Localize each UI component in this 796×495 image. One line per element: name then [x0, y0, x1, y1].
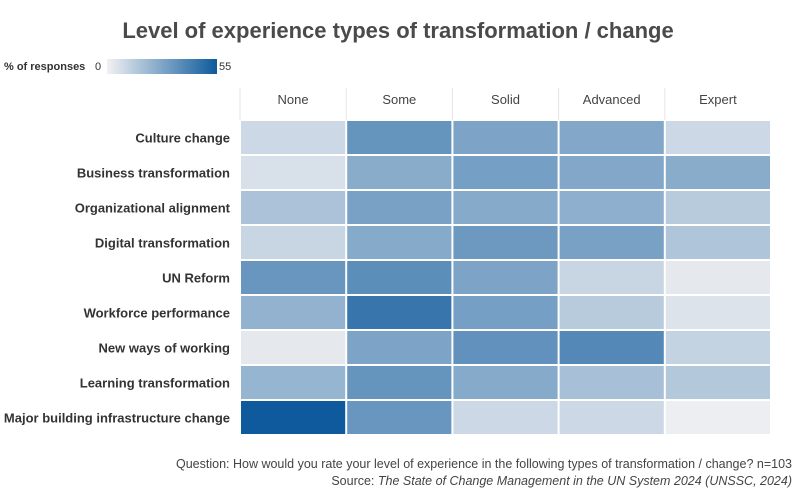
heatmap-cell — [559, 191, 664, 224]
heatmap-cell — [347, 331, 452, 364]
heatmap-cell — [453, 296, 558, 329]
heatmap-cell — [453, 226, 558, 259]
source-title: The State of Change Management in the UN… — [377, 474, 792, 488]
heatmap-cell — [347, 156, 452, 189]
heatmap-cell — [347, 191, 452, 224]
heatmap-cell — [559, 226, 664, 259]
row-label: Learning transformation — [80, 376, 230, 391]
heatmap-cell — [559, 401, 664, 434]
column-label: Expert — [699, 92, 737, 107]
heatmap-cell — [453, 191, 558, 224]
heatmap-cell — [665, 331, 770, 364]
heatmap-cell — [665, 296, 770, 329]
heatmap-cell — [347, 261, 452, 294]
heatmap-cell — [453, 156, 558, 189]
heatmap-cell — [453, 401, 558, 434]
heatmap-cell — [241, 191, 346, 224]
heatmap: None Some Solid Advanced Expert Culture chang… — [4, 88, 770, 434]
row-label: UN Reform — [162, 271, 230, 286]
heatmap-cell — [559, 261, 664, 294]
heatmap-cell — [453, 331, 558, 364]
row-label: Digital transformation — [95, 236, 230, 251]
heatmap-cell — [665, 401, 770, 434]
heatmap-cell — [665, 261, 770, 294]
heatmap-cell — [665, 366, 770, 399]
heatmap-cell — [241, 296, 346, 329]
heatmap-cell — [453, 366, 558, 399]
heatmap-cell — [453, 261, 558, 294]
heatmap-cell — [241, 366, 346, 399]
heatmap-cell — [347, 401, 452, 434]
heatmap-cell — [347, 226, 452, 259]
footer-source: Source: The State of Change Management i… — [176, 473, 792, 490]
heatmap-cell — [347, 366, 452, 399]
column-label: None — [278, 92, 309, 107]
heatmap-cell — [241, 156, 346, 189]
legend-label: % of responses — [4, 61, 86, 73]
column-label: Some — [382, 92, 416, 107]
heatmap-cell — [241, 401, 346, 434]
legend-gradient — [107, 59, 217, 74]
footer-question: Question: How would you rate your level … — [176, 457, 792, 471]
source-prefix: Source: — [331, 474, 378, 488]
heatmap-cell — [241, 226, 346, 259]
heatmap-cell — [665, 226, 770, 259]
legend-min: 0 — [95, 61, 102, 73]
heatmap-cell — [559, 366, 664, 399]
heatmap-cell — [665, 121, 770, 154]
row-label: Business transformation — [77, 166, 230, 181]
column-label: Advanced — [583, 92, 641, 107]
column-label: Solid — [491, 92, 520, 107]
heatmap-cell — [665, 191, 770, 224]
heatmap-cell — [347, 296, 452, 329]
heatmap-cell — [241, 261, 346, 294]
heatmap-cell — [665, 156, 770, 189]
heatmap-cell — [559, 156, 664, 189]
heatmap-cell — [453, 121, 558, 154]
legend-max: 55 — [219, 61, 232, 73]
chart-title: Level of experience types of transformat… — [122, 18, 674, 43]
heatmap-cell — [559, 331, 664, 364]
row-label: Organizational alignment — [75, 201, 231, 216]
heatmap-cell — [347, 121, 452, 154]
footer: Question: How would you rate your level … — [176, 456, 792, 490]
row-label: New ways of working — [99, 341, 231, 356]
heatmap-cell — [559, 296, 664, 329]
heatmap-cell — [559, 121, 664, 154]
heatmap-cell — [241, 331, 346, 364]
heatmap-cell — [241, 121, 346, 154]
row-label: Major building infrastructure change — [4, 411, 230, 426]
row-label: Culture change — [135, 131, 230, 146]
row-label: Workforce performance — [84, 306, 230, 321]
